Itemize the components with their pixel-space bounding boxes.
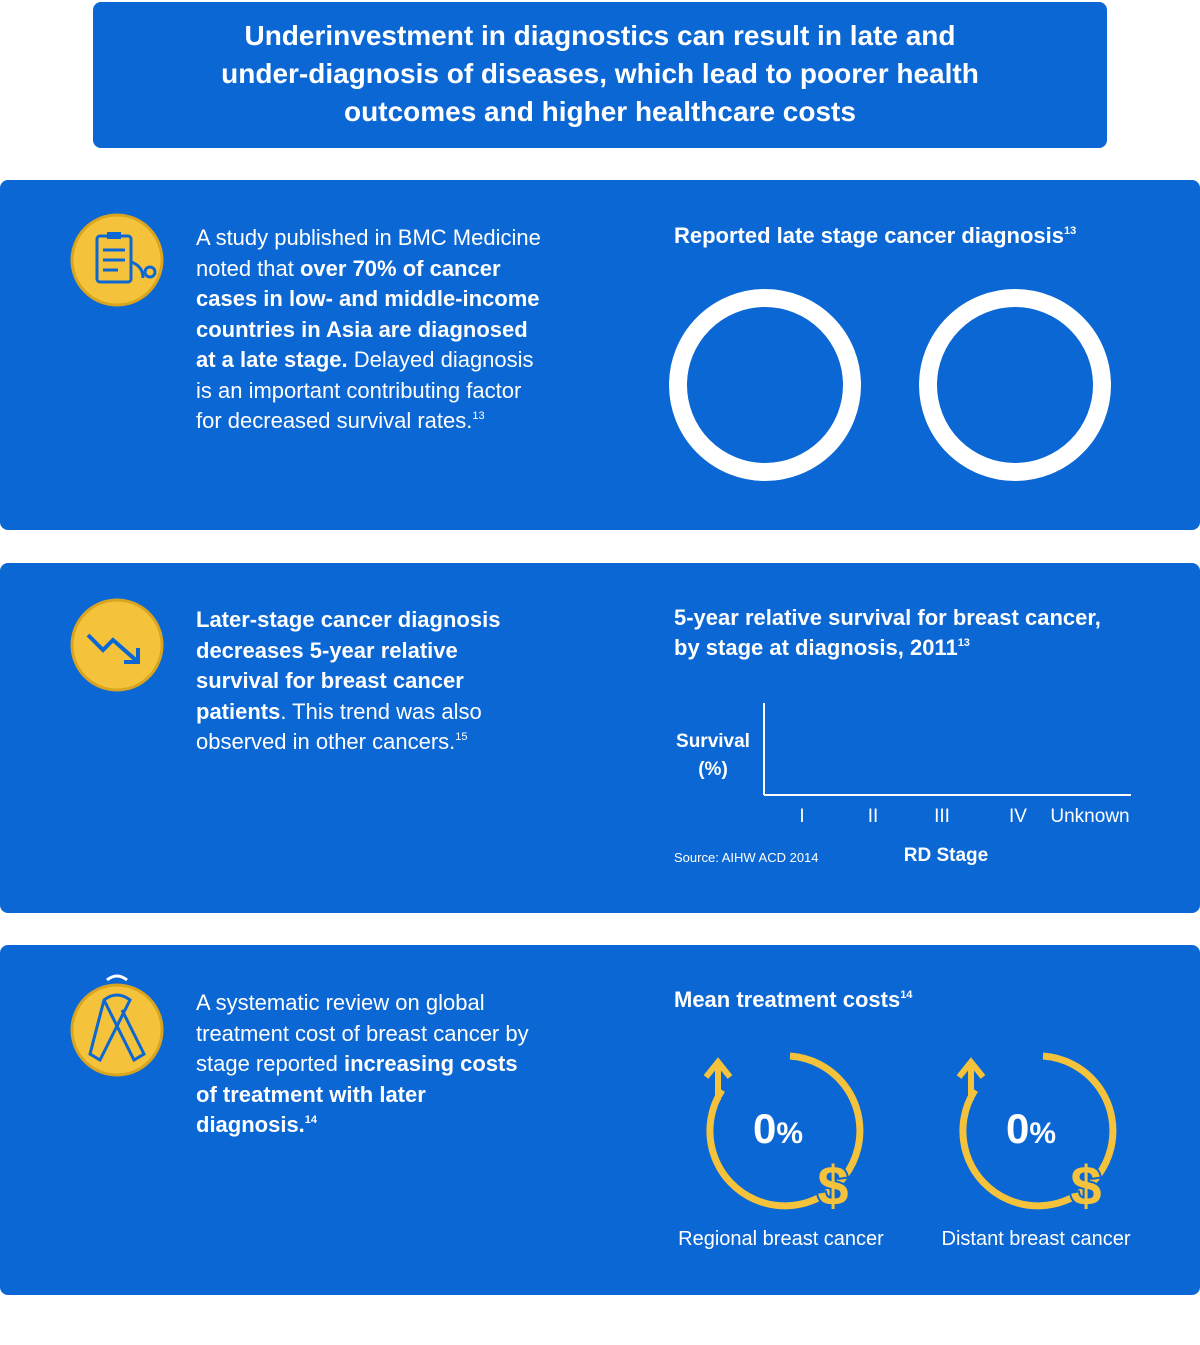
donut-ring [919, 289, 1111, 481]
text-run: Delayed diagnosis is an important contri… [196, 347, 534, 433]
svg-text:$: $ [1070, 1154, 1101, 1217]
text-run: Reported late stage cancer diagnosis [674, 223, 1065, 248]
x-tick-label: I [799, 806, 805, 827]
panel [0, 945, 1200, 1295]
cost-label: Distant breast cancer [941, 1228, 1131, 1250]
cost-label: Regional breast cancer [678, 1228, 884, 1250]
text-run: Mean treatment costs [674, 987, 901, 1012]
superscript: 13 [957, 637, 970, 649]
text-run: increasing costs of treatment with later… [196, 1051, 518, 1137]
x-tick-label: II [867, 806, 879, 827]
paragraph: A study published in BMC Medicine noted … [196, 223, 541, 437]
y-axis-label: (%) [698, 759, 728, 780]
cost-value: 0% [931, 1105, 1131, 1153]
chart-title: Reported late stage cancer diagnosis13 [674, 223, 1076, 249]
clipboard-icon [70, 213, 164, 307]
x-tick-label: III [934, 806, 950, 827]
donut-ring [669, 289, 861, 481]
chart-title: Mean treatment costs14 [674, 987, 912, 1013]
x-tick-label: Unknown [1050, 806, 1130, 827]
cost-ring: $ [703, 1052, 864, 1219]
value: 0 [752, 1105, 777, 1152]
superscript: 15 [455, 731, 468, 743]
cost-value: 0% [678, 1105, 878, 1153]
header-title: Underinvestment in diagnostics can resul… [244, 20, 956, 51]
panel [0, 563, 1200, 913]
trend-icon [70, 598, 164, 692]
chart-title: by stage at diagnosis, 201113 [674, 635, 970, 660]
svg-text:$: $ [817, 1154, 848, 1217]
text-run: A systematic review on global treatment … [196, 990, 529, 1076]
ribbon-icon [70, 974, 164, 1077]
unit: % [776, 1117, 804, 1150]
text-run: over 70% of cancer cases in low- and mid… [196, 255, 540, 373]
chart-title: 5-year relative survival for breast canc… [674, 605, 1101, 630]
x-tick-label: IV [1009, 806, 1027, 827]
unit: % [1029, 1117, 1057, 1150]
header-title: under-diagnosis of diseases, which lead … [221, 58, 979, 89]
paragraph: Later-stage cancer diagnosis decreases 5… [196, 605, 541, 758]
text-run: Later-stage cancer diagnosis decreases 5… [196, 607, 501, 724]
paragraph: A systematic review on global treatment … [196, 988, 541, 1141]
panel [0, 180, 1200, 530]
superscript: 13 [472, 410, 485, 422]
superscript: 14 [304, 1114, 318, 1126]
x-axis-label: RD Stage [903, 845, 989, 866]
header-box [93, 2, 1107, 148]
superscript: 13 [1064, 225, 1077, 237]
cost-ring: $ [956, 1052, 1117, 1219]
text-run: A study published in BMC Medicine noted … [196, 225, 541, 281]
header-title: outcomes and higher healthcare costs [344, 96, 856, 127]
value: 0 [1005, 1105, 1030, 1152]
superscript: 14 [900, 989, 913, 1001]
text-run: . This trend was also observed in other … [196, 698, 482, 755]
y-axis-label: Survival [676, 731, 750, 752]
source: Source: AIHW ACD 2014 [674, 850, 819, 865]
